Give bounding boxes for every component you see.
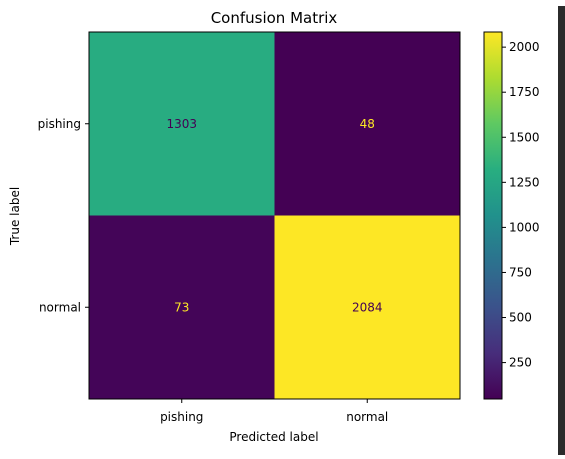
chart-title: Confusion Matrix bbox=[211, 9, 338, 27]
window-edge-top bbox=[558, 0, 565, 6]
x-tick-label: pishing bbox=[160, 410, 203, 424]
heatmap-cell-1-0 bbox=[89, 215, 275, 399]
x-tick-label: normal bbox=[346, 410, 388, 424]
y-axis-label: True label bbox=[8, 187, 22, 246]
colorbar-tick-label: 500 bbox=[509, 311, 532, 325]
y-tick-label: normal bbox=[39, 300, 81, 314]
colorbar-tick-label: 250 bbox=[509, 356, 532, 370]
heatmap-cell-1-1 bbox=[274, 215, 460, 399]
window-edge bbox=[558, 0, 565, 455]
plot-frame bbox=[88, 31, 461, 400]
colorbar-tick-label: 1500 bbox=[509, 130, 540, 144]
heatmap-cell-labels: 1303 48 73 2084 bbox=[166, 117, 382, 315]
cell-value-1-0: 73 bbox=[174, 300, 189, 314]
colorbar bbox=[483, 31, 503, 400]
y-axis-ticks: pishing normal bbox=[38, 117, 89, 314]
colorbar-tick-label: 750 bbox=[509, 265, 532, 279]
colorbar-tick-label: 1000 bbox=[509, 220, 540, 234]
colorbar-tick-label: 1750 bbox=[509, 85, 540, 99]
heatmap-cell-0-0 bbox=[89, 32, 275, 216]
colorbar-tick-label: 1250 bbox=[509, 175, 540, 189]
cell-value-0-1: 48 bbox=[360, 117, 375, 131]
heatmap-cell-0-1 bbox=[274, 32, 460, 216]
y-tick-label: pishing bbox=[38, 117, 81, 131]
x-axis-label: Predicted label bbox=[229, 430, 318, 444]
cell-value-1-1: 2084 bbox=[352, 300, 383, 314]
colorbar-tick-label: 2000 bbox=[509, 40, 540, 54]
x-axis-ticks: pishing normal bbox=[160, 399, 388, 424]
heatmap-cells bbox=[89, 32, 460, 399]
cell-value-0-0: 1303 bbox=[166, 117, 197, 131]
colorbar-ticks: 250 500 750 1000 1250 1500 1750 2000 bbox=[502, 40, 540, 370]
